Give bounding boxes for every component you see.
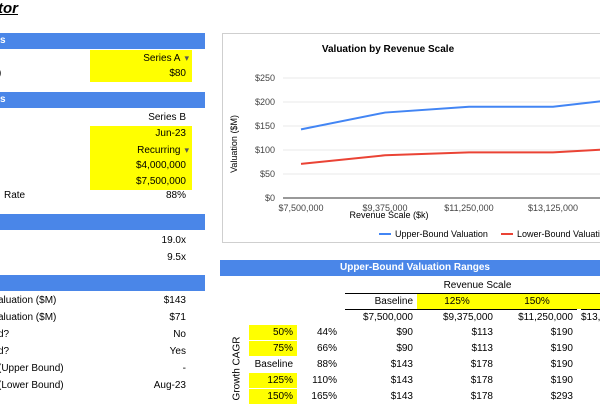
section-header-1: s [0,33,205,49]
chart-legend: Upper-Bound Valuation Lower-Bound Valuat… [379,229,600,239]
valuation-chart[interactable]: Valuation by Revenue Scale Valuation ($M… [222,33,600,243]
col-value-2: $11,250,000 [497,309,577,325]
table-cell: $190 [550,375,573,386]
lower-valuation-value: $71 [169,312,186,323]
series-line-1[interactable] [300,148,600,165]
section-label: s [0,35,6,46]
col-header-baseline: Baseline [345,293,417,309]
multiple-high: 19.0x [161,235,186,246]
table-cell: $190 [550,327,573,338]
y-axis-label: Valuation ($M) [229,115,239,173]
growth-pct[interactable]: 50% [249,325,297,340]
col-header-extra [577,293,600,309]
x-tick-label: $7,500,000 [278,203,323,213]
growth-cagr: 165% [311,391,337,402]
table-cell: $90 [396,343,413,354]
series-a-dropdown[interactable]: Series A [90,50,192,66]
section-header-4 [0,275,205,291]
col-header-150[interactable]: 150% [497,293,577,309]
section-label: s [0,94,6,105]
question-label-2: d? [0,346,10,357]
table-cell: $178 [470,375,493,386]
growth-cagr: 44% [316,327,337,338]
series-b-label: Series B [148,112,186,123]
table-cell: $90 [396,327,413,338]
revenue-type-dropdown[interactable]: Recurring [90,142,192,158]
col-value-0: $7,500,000 [345,309,417,325]
table-cell: $143 [390,391,413,402]
chart-title: Valuation by Revenue Scale [322,44,455,55]
section-header-3 [0,214,205,230]
x-tick-label: $13,125,000 [528,203,578,213]
table-cell: $143 [390,375,413,386]
y-tick-label: $250 [255,73,275,83]
date-dropdown[interactable]: Jun-23 [90,126,192,142]
x-tick-label: $9,375,000 [362,203,407,213]
table-header: Upper-Bound Valuation Ranges [220,260,600,276]
rate-label: Rate [4,190,26,201]
question-value-2: Yes [169,346,186,357]
lower-bound-label: (Lower Bound) [0,380,64,391]
upper-bound-value: - [182,363,186,374]
legend-label-lower: Lower-Bound Valuation [517,229,600,239]
y-tick-label: $150 [255,121,275,131]
page-title: tor [0,0,18,17]
table-cell: $178 [470,359,493,370]
table-cell: $113 [471,327,493,338]
growth-pct[interactable]: 75% [249,341,297,356]
lower-bound-value: Aug-23 [153,380,186,391]
growth-cagr-label: Growth CAGR [231,336,243,401]
valuation-input[interactable]: $80 [90,66,192,82]
col-value-1: $9,375,000 [417,309,497,325]
table-cell: $190 [550,359,573,370]
y-tick-label: $50 [260,169,275,179]
growth-pct: Baseline [254,359,293,370]
y-tick-label: $100 [255,145,275,155]
revenue-scale-label: Revenue Scale [443,280,512,291]
question-label-1: d? [0,329,10,340]
growth-pct[interactable]: 125% [249,373,297,388]
rate-value: 88% [165,190,186,201]
legend-label-upper: Upper-Bound Valuation [395,229,488,239]
col-header-125[interactable]: 125% [417,293,497,309]
upper-valuation-value: $143 [163,295,186,306]
y-tick-label: $200 [255,97,275,107]
multiple-low: 9.5x [167,252,186,263]
table-cell: $190 [550,343,573,354]
dropdown-value: Series A [143,53,181,64]
section-header-2: s [0,92,205,108]
x-tick-label: $11,250,000 [444,203,493,213]
upper-bound-label: (Upper Bound) [0,363,64,374]
chart-svg: Valuation by Revenue Scale Valuation ($M… [229,44,600,239]
revenue-high-input[interactable]: $7,500,000 [90,174,192,190]
question-value-1: No [173,329,186,340]
y-tick-label: $0 [265,193,275,203]
growth-cagr: 110% [312,375,337,386]
revenue-low-input[interactable]: $4,000,000 [90,158,192,174]
table-cell: $293 [550,391,573,402]
lower-valuation-label: aluation ($M) [0,312,57,323]
table-cell: $113 [471,343,493,354]
valuation-label: ) [0,66,1,82]
table-cell: $143 [390,359,413,370]
table-cell: $178 [470,391,493,402]
series-line-0[interactable] [300,97,600,131]
upper-valuation-label: aluation ($M) [0,295,57,306]
growth-cagr: 88% [316,359,337,370]
col-value-3: $13,1 [581,309,600,325]
dropdown-value: Recurring [137,145,181,156]
growth-cagr-label-wrap: Growth CAGR [231,325,243,401]
x-axis-label: Revenue Scale ($k) [349,210,428,220]
growth-pct[interactable]: 150% [249,389,297,404]
growth-cagr: 66% [316,343,337,354]
